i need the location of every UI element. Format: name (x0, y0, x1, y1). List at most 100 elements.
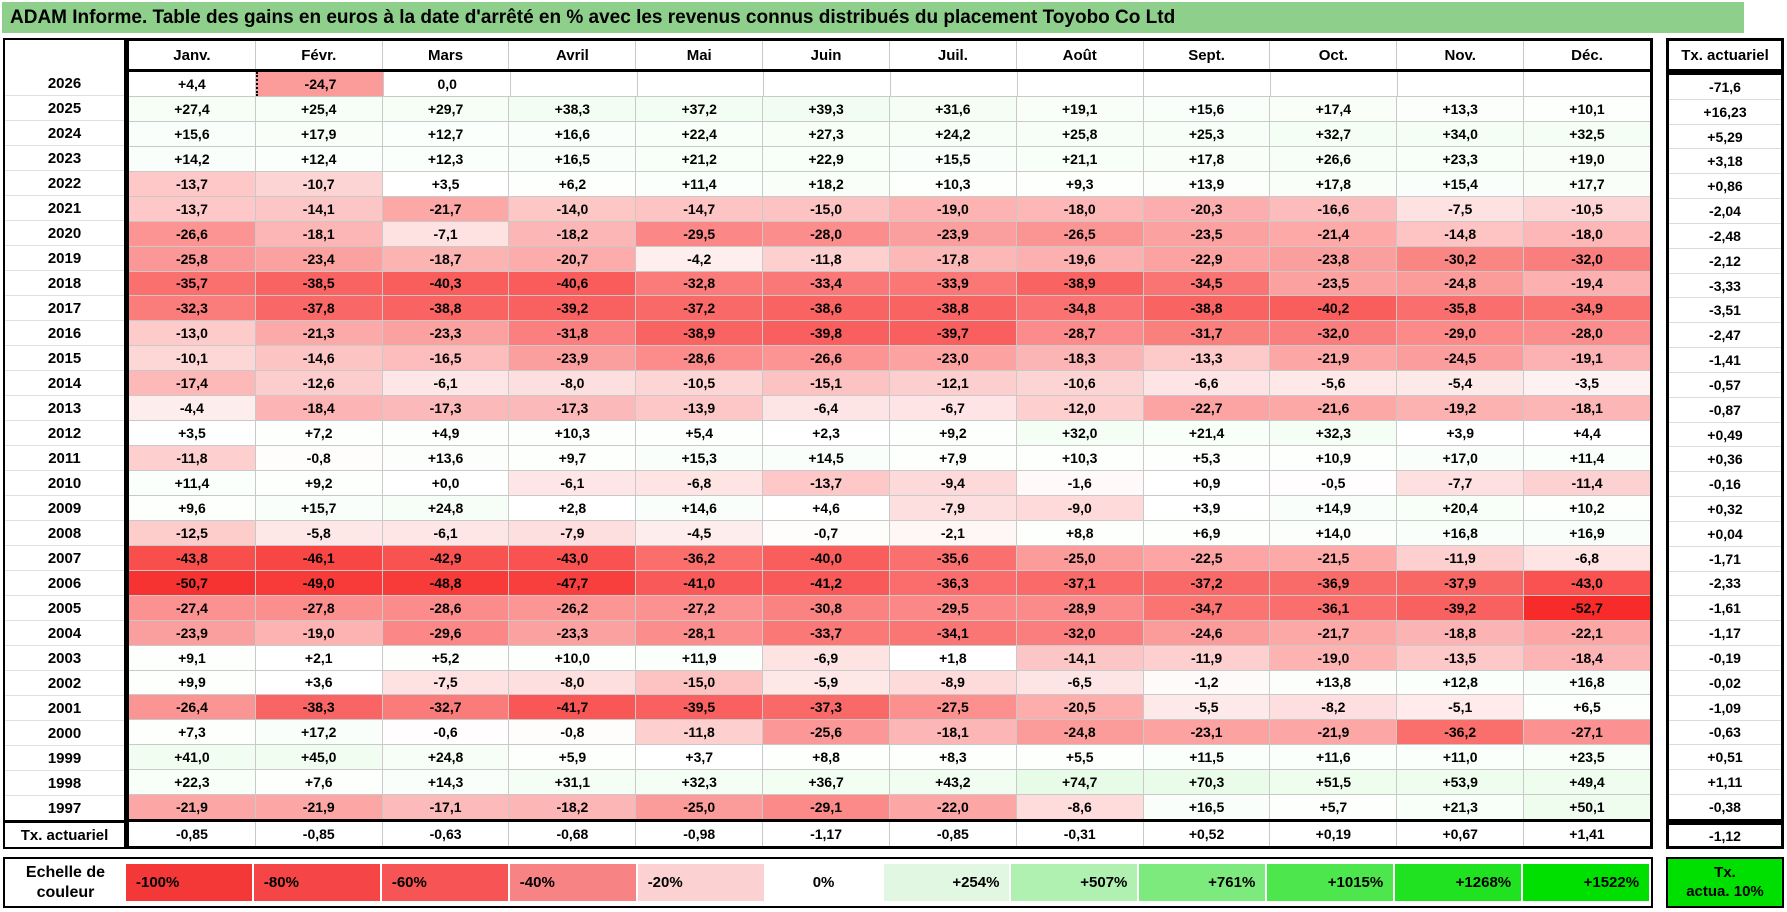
year-label[interactable]: 2015 (5, 346, 124, 371)
data-cell[interactable]: -39,7 (889, 321, 1017, 346)
data-cell[interactable]: -41,0 (636, 570, 764, 595)
data-cell[interactable]: +4,9 (382, 421, 510, 446)
data-cell[interactable]: -18,1 (1524, 396, 1650, 421)
tx-column-cell[interactable]: -1,41 (1669, 348, 1781, 373)
year-label[interactable]: 2014 (5, 371, 124, 396)
data-cell[interactable]: +16,5 (509, 146, 637, 171)
data-cell[interactable]: +17,8 (1270, 171, 1398, 196)
data-cell[interactable]: +9,7 (509, 446, 637, 470)
data-cell[interactable]: -21,3 (255, 321, 383, 346)
month-header[interactable]: Mars (382, 41, 510, 69)
data-cell[interactable]: +17,7 (1524, 171, 1650, 196)
data-cell[interactable]: -11,8 (636, 720, 764, 745)
month-header[interactable]: Mai (636, 41, 764, 69)
year-label[interactable]: 2003 (5, 646, 124, 671)
data-cell[interactable]: -13,7 (129, 171, 256, 196)
data-cell[interactable]: +32,5 (1524, 121, 1650, 146)
data-cell[interactable]: +18,2 (763, 171, 890, 196)
tx-column-cell[interactable]: -0,19 (1669, 646, 1781, 671)
data-cell[interactable]: -21,9 (255, 795, 383, 820)
data-cell[interactable]: -26,6 (129, 221, 256, 246)
data-cell[interactable]: -23,3 (382, 321, 510, 346)
data-cell[interactable]: -35,6 (889, 545, 1017, 570)
data-cell[interactable]: +8,3 (889, 745, 1017, 770)
data-cell[interactable]: +5,2 (382, 645, 510, 670)
data-cell[interactable]: -7,9 (889, 495, 1017, 520)
data-cell[interactable]: +22,9 (763, 146, 890, 171)
data-cell[interactable]: +12,3 (382, 146, 510, 171)
data-cell[interactable]: -21,9 (129, 795, 256, 820)
year-label[interactable]: 2018 (5, 271, 124, 296)
data-cell[interactable]: -19,0 (889, 196, 1017, 221)
data-cell[interactable]: +13,3 (1397, 96, 1525, 121)
data-cell[interactable]: -12,0 (1016, 396, 1144, 421)
data-cell[interactable]: -34,8 (1016, 296, 1144, 321)
data-cell[interactable]: -14,6 (255, 346, 383, 371)
data-cell[interactable]: -29,5 (889, 595, 1017, 620)
data-cell[interactable]: -21,5 (1270, 545, 1398, 570)
data-cell[interactable]: -17,4 (129, 371, 256, 396)
data-cell[interactable]: -18,1 (889, 720, 1017, 745)
data-cell[interactable]: -28,9 (1016, 595, 1144, 620)
data-cell[interactable]: +12,4 (255, 146, 383, 171)
data-cell[interactable]: -33,7 (763, 620, 890, 645)
data-cell[interactable]: -6,8 (1524, 545, 1650, 570)
data-cell[interactable] (1271, 72, 1398, 96)
data-cell[interactable]: -33,4 (763, 271, 890, 296)
data-cell[interactable]: -8,9 (889, 670, 1017, 695)
month-header[interactable]: Juil. (889, 41, 1017, 69)
data-cell[interactable]: -0,7 (763, 520, 890, 545)
month-header[interactable]: Sept. (1143, 41, 1271, 69)
data-cell[interactable]: +31,6 (889, 96, 1017, 121)
tx-column-cell[interactable]: -3,51 (1669, 298, 1781, 324)
data-cell[interactable]: +27,4 (129, 96, 256, 121)
data-cell[interactable]: -49,0 (255, 570, 383, 595)
data-cell[interactable]: -32,0 (1270, 321, 1398, 346)
data-cell[interactable]: -37,9 (1397, 570, 1525, 595)
data-cell[interactable]: -23,5 (1143, 221, 1271, 246)
data-cell[interactable]: -23,5 (1270, 271, 1398, 296)
data-cell[interactable]: +10,0 (509, 645, 637, 670)
data-cell[interactable]: -12,1 (889, 371, 1017, 396)
data-cell[interactable]: +24,2 (889, 121, 1017, 146)
month-header[interactable]: Déc. (1524, 41, 1650, 69)
data-cell[interactable]: -24,5 (1397, 346, 1525, 371)
data-cell[interactable]: +10,3 (1016, 446, 1144, 470)
tx-column-cell[interactable]: -2,33 (1669, 572, 1781, 597)
tx-column-cell[interactable]: +0,36 (1669, 447, 1781, 473)
data-cell[interactable]: -0,6 (382, 720, 510, 745)
data-cell[interactable]: -31,8 (509, 321, 637, 346)
data-cell[interactable]: -9,0 (1016, 495, 1144, 520)
data-cell[interactable]: -10,6 (1016, 371, 1144, 396)
data-cell[interactable]: -16,6 (1270, 196, 1398, 221)
data-cell[interactable]: +15,7 (255, 495, 383, 520)
data-cell[interactable]: -0,8 (509, 720, 637, 745)
data-cell[interactable]: +43,2 (889, 770, 1017, 795)
data-cell[interactable]: -22,7 (1143, 396, 1271, 421)
data-cell[interactable]: +32,3 (636, 770, 764, 795)
tx-column-cell[interactable]: -0,16 (1669, 472, 1781, 498)
year-label[interactable]: 2016 (5, 321, 124, 346)
data-cell[interactable]: +70,3 (1143, 770, 1271, 795)
data-cell[interactable]: +24,8 (382, 745, 510, 770)
data-cell[interactable]: -30,8 (763, 595, 890, 620)
data-cell[interactable]: +34,0 (1397, 121, 1525, 146)
data-cell[interactable]: -21,9 (1270, 720, 1398, 745)
data-cell[interactable]: -25,6 (763, 720, 890, 745)
data-cell[interactable]: +15,3 (636, 446, 764, 470)
tx-column-cell[interactable]: -1,71 (1669, 547, 1781, 572)
data-cell[interactable]: -23,9 (129, 620, 256, 645)
data-cell[interactable]: -6,7 (889, 396, 1017, 421)
data-cell[interactable]: +14,0 (1270, 520, 1398, 545)
data-cell[interactable] (891, 72, 1018, 96)
data-cell[interactable]: -15,0 (763, 196, 890, 221)
data-cell[interactable]: -36,3 (889, 570, 1017, 595)
data-cell[interactable]: +0,9 (1143, 471, 1271, 495)
data-cell[interactable]: -0,5 (1270, 471, 1398, 495)
tx-row-cell[interactable]: -0,98 (636, 822, 764, 846)
data-cell[interactable]: -43,8 (129, 545, 256, 570)
tx-column-cell[interactable]: +0,49 (1669, 423, 1781, 448)
data-cell[interactable]: -14,1 (1016, 645, 1144, 670)
data-cell[interactable]: -21,6 (1270, 396, 1398, 421)
data-cell[interactable]: -40,6 (509, 271, 637, 296)
